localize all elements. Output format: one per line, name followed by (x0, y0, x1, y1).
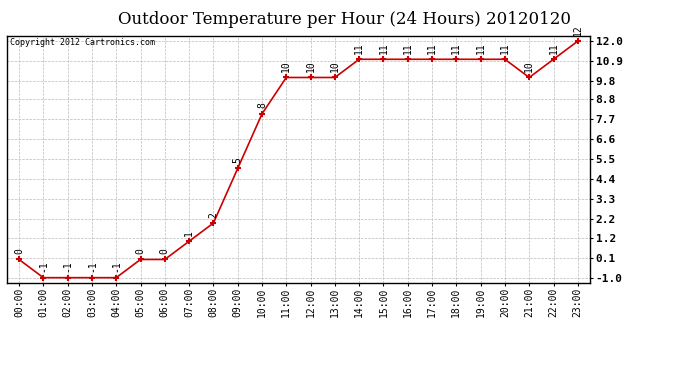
Text: -1: -1 (63, 260, 72, 272)
Text: 11: 11 (427, 42, 437, 54)
Text: 0: 0 (14, 248, 24, 254)
Text: 10: 10 (282, 60, 291, 72)
Text: 11: 11 (378, 42, 388, 54)
Text: 0: 0 (160, 248, 170, 254)
Text: 12: 12 (573, 24, 583, 36)
Text: 10: 10 (524, 60, 534, 72)
Text: 0: 0 (135, 248, 146, 254)
Text: Copyright 2012 Cartronics.com: Copyright 2012 Cartronics.com (10, 38, 155, 47)
Text: 2: 2 (208, 211, 219, 217)
Text: -1: -1 (87, 260, 97, 272)
Text: 11: 11 (403, 42, 413, 54)
Text: -1: -1 (39, 260, 48, 272)
Text: 11: 11 (451, 42, 462, 54)
Text: 10: 10 (330, 60, 340, 72)
Text: 8: 8 (257, 102, 267, 108)
Text: 11: 11 (500, 42, 510, 54)
Text: -1: -1 (111, 260, 121, 272)
Text: 11: 11 (354, 42, 364, 54)
Text: Outdoor Temperature per Hour (24 Hours) 20120120: Outdoor Temperature per Hour (24 Hours) … (119, 11, 571, 28)
Text: 1: 1 (184, 230, 194, 236)
Text: 10: 10 (306, 60, 315, 72)
Text: 5: 5 (233, 157, 243, 163)
Text: 11: 11 (475, 42, 486, 54)
Text: 11: 11 (549, 42, 558, 54)
